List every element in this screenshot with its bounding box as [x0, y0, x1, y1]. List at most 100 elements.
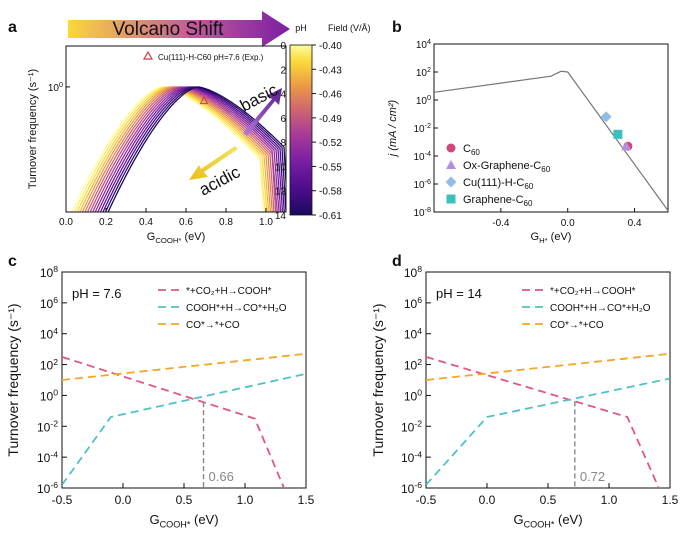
- panel-a: Volcano Shift 0.0 0.2 0.4 0.6 0.8 1.0100GCOOH…: [27, 11, 371, 245]
- series-line-d: [426, 356, 660, 488]
- y-tick-label-d: 102: [404, 357, 422, 373]
- y-tick-label-d: 106: [404, 295, 422, 311]
- colorbar-ph-title: pH: [295, 23, 307, 33]
- x-tick-label-d: -0.5: [416, 493, 437, 507]
- legend-label-exp: Cu(111)-H-C60 pH=7.6 (Exp.): [158, 53, 264, 62]
- volcano-curve: [91, 86, 278, 212]
- colorbar-field-tick: -0.40: [319, 41, 342, 52]
- x-tick-label-d: 1.0: [601, 493, 618, 507]
- legend-label-d: CO*→*+CO: [550, 320, 604, 331]
- x-tick-label-b: 0.0: [561, 218, 575, 229]
- x-tick-label-c: 0.0: [115, 493, 132, 507]
- y-tick-label-b: 10-6: [413, 177, 431, 191]
- ph-annotation-c: pH = 7.6: [72, 286, 122, 301]
- legend-b: C60 Ox-Graphene-C60 Cu(111)-H-C60 Graphene-…: [445, 143, 551, 208]
- volcano-curve: [94, 86, 280, 212]
- series-line-d: [426, 377, 670, 486]
- volcano-curve: [97, 86, 282, 212]
- x-tick-label-d: 1.5: [662, 493, 679, 507]
- data-point-triangle: [621, 141, 632, 151]
- volcano-curve: [102, 86, 285, 212]
- plot-frame-a: [65, 45, 287, 213]
- y-tick-label-d: 108: [404, 264, 422, 280]
- y-tick-label-c: 102: [40, 357, 58, 373]
- colorbar-ph-tick: 8: [280, 138, 286, 149]
- volcano-curve: [104, 86, 286, 212]
- colorbar-field-tick: -0.49: [319, 114, 342, 125]
- y-tick-label-c: 106: [40, 295, 58, 311]
- legend-label-c: CO*→*+CO: [186, 320, 240, 331]
- x-tick-label-b: -0.4: [492, 218, 510, 229]
- acidic-arrow: [189, 146, 238, 180]
- volcano-curve: [79, 86, 270, 212]
- colorbar-ph-tick: 4: [280, 90, 286, 101]
- legend-marker-b: [445, 176, 457, 188]
- panel-letter-a: a: [8, 19, 17, 36]
- y-tick-label-b: 100: [416, 93, 431, 107]
- x-tick-label-a: 0.0: [59, 217, 73, 228]
- volcano-shift-arrow: [68, 11, 290, 47]
- data-point-square: [613, 129, 623, 139]
- series-line-c: [62, 356, 285, 488]
- colorbar-ph-tick: 0: [280, 41, 286, 52]
- y-axis-label-a: Turnover frequency (s⁻¹): [27, 69, 39, 189]
- x-tick-label-c: 1.5: [298, 493, 315, 507]
- y-tick-label-b: 10-2: [413, 121, 431, 135]
- colorbar-ph-tick: 12: [275, 187, 287, 198]
- x-tick-label-a: 0.6: [179, 217, 193, 228]
- legend-label-b: Cu(111)-H-C60: [463, 177, 534, 191]
- basic-arrow: [243, 88, 282, 136]
- volcano-curve: [76, 86, 268, 212]
- series-line-c: [62, 352, 306, 381]
- y-tick-label-d: 10-2: [401, 418, 422, 434]
- basic-label: basic: [237, 80, 281, 116]
- y-tick-label-b: 104: [416, 37, 431, 51]
- volcano-line-b: [433, 70, 669, 211]
- volcano-curve: [81, 86, 272, 212]
- experimental-point: [199, 96, 209, 105]
- panel-letter-d: d: [392, 253, 402, 270]
- colorbar-ph-tick: 2: [280, 65, 286, 76]
- panel-letter-c: c: [8, 253, 17, 270]
- colorbar-ph-tick: 10: [275, 162, 287, 173]
- colorbar-field-title: Field (V/Å): [328, 23, 371, 33]
- colorbar-field-tick: -0.61: [319, 211, 342, 222]
- series-line-d: [426, 352, 670, 381]
- x-tick-label-d: 0.5: [540, 493, 557, 507]
- y-tick-label-c: 104: [40, 326, 58, 342]
- x-tick-label-a: 0.4: [139, 217, 153, 228]
- colorbar-field-tick: -0.58: [319, 187, 342, 198]
- x-tick-label-c: 0.5: [176, 493, 193, 507]
- legend-marker-b: [446, 160, 456, 169]
- ph-annotation-d: pH = 14: [436, 286, 482, 301]
- legend-marker-exp: [142, 50, 154, 60]
- x-tick-label-c: -0.5: [52, 493, 73, 507]
- colorbar: [289, 44, 313, 216]
- y-tick-label-c: 100: [40, 388, 58, 404]
- legend-d: *+CO₂+H→COOH* COOH*+H→CO*+H₂O CO*→*+CO: [522, 286, 651, 331]
- panel-letter-b: b: [392, 19, 402, 36]
- y-axis-label-b: j (mA / cm²): [387, 99, 399, 158]
- colorbar-field-tick: -0.46: [319, 90, 342, 101]
- y-tick-label-d: 104: [404, 326, 422, 342]
- x-axis-label-a: GCOOH* (eV): [147, 231, 205, 245]
- y-tick-label-c: 10-4: [37, 449, 58, 465]
- volcano-curve: [107, 86, 286, 212]
- volcano-curve: [99, 86, 284, 212]
- panel-b: -0.4 0.0 0.4 104 102 100 10-2 10-4 10-6 10-8 GH* (…: [387, 37, 669, 245]
- legend-label-d: COOH*+H→CO*+H₂O: [550, 303, 651, 314]
- intersection-value-d: 0.72: [580, 469, 605, 484]
- y-tick-label-a: 100: [48, 80, 63, 94]
- y-tick-label-c: 108: [40, 264, 58, 280]
- x-tick-label-a: 0.2: [99, 217, 113, 228]
- y-tick-label-d: 10-4: [401, 449, 422, 465]
- colorbar-ph-tick: 14: [275, 211, 287, 222]
- x-tick-label-a: 0.8: [219, 217, 233, 228]
- legend-label-c: *+CO₂+H→COOH*: [186, 286, 272, 297]
- volcano-curve: [84, 86, 273, 212]
- volcano-curve: [89, 86, 277, 212]
- legend-label-b: Graphene-C60: [463, 194, 533, 208]
- y-tick-label-b: 10-4: [413, 149, 431, 163]
- y-axis-label-c: Turnover frequency (s⁻¹): [5, 303, 21, 456]
